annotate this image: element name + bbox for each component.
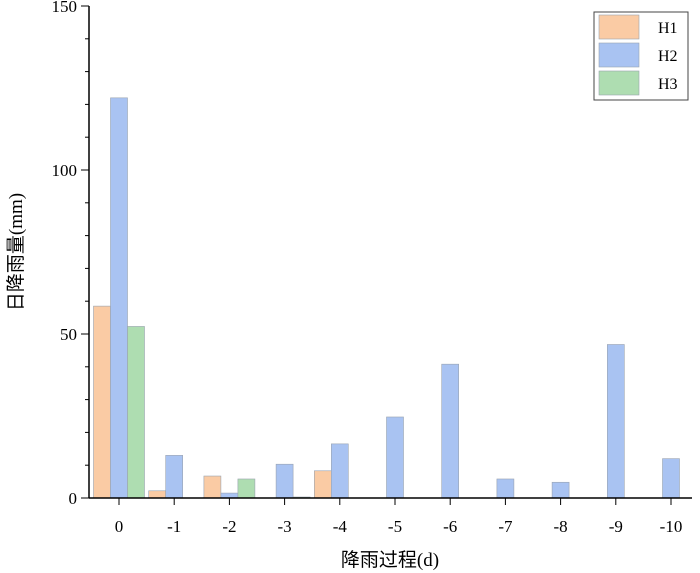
x-tick-label: -4 (333, 517, 348, 536)
x-tick-label: -10 (660, 517, 683, 536)
y-tick-label: 100 (52, 161, 78, 180)
bar-h2-6 (441, 363, 460, 499)
x-tick-label: -3 (278, 517, 292, 536)
legend-swatch-h3 (598, 70, 640, 96)
bar-h3-2 (237, 478, 256, 499)
y-axis-label: 日降雨量(mm) (5, 193, 27, 311)
bar-h2-1 (165, 455, 183, 499)
x-ticks-group: 0 -1 -2 -3 -4 -5 -6 -7 -8 -9 -10 (115, 498, 683, 536)
bar-h1-1 (148, 490, 166, 499)
legend-label-h1: H1 (658, 20, 678, 37)
y-ticks-group: 0 50 100 150 (52, 0, 89, 508)
legend-label-h2: H2 (658, 48, 678, 65)
bar-h2-4 (330, 443, 349, 499)
bar-h1-4 (313, 470, 332, 499)
x-tick-label: -6 (443, 517, 457, 536)
legend-swatch-h2 (598, 42, 640, 68)
bar-h2-8 (551, 481, 570, 499)
x-tick-label: -5 (388, 517, 402, 536)
legend: H1 H2 H3 (593, 11, 689, 101)
y-tick-label: 0 (69, 489, 78, 508)
bar-h2-9 (606, 344, 625, 499)
legend-label-h3: H3 (658, 76, 678, 93)
bar-h1-2 (203, 475, 222, 499)
axes-group (88, 6, 692, 499)
bar-h2-3 (275, 463, 294, 499)
bar-h2-7 (496, 478, 515, 499)
bar-h1-0 (93, 305, 111, 499)
bar-h2-5 (386, 416, 404, 499)
bar-h2-10 (662, 458, 680, 499)
y-tick-label: 150 (52, 0, 78, 16)
x-tick-label: 0 (115, 517, 124, 536)
x-axis-label: 降雨过程(d) (341, 549, 439, 571)
bar-h2-0 (110, 97, 128, 499)
x-tick-label: -9 (609, 517, 623, 536)
bars-group (93, 97, 680, 499)
x-tick-label: -7 (498, 517, 513, 536)
x-tick-label: -2 (222, 517, 236, 536)
y-tick-label: 50 (60, 325, 77, 344)
x-tick-label: -1 (167, 517, 181, 536)
x-tick-label: -8 (554, 517, 568, 536)
bar-h3-0 (127, 326, 145, 499)
legend-swatch-h1 (598, 14, 640, 40)
